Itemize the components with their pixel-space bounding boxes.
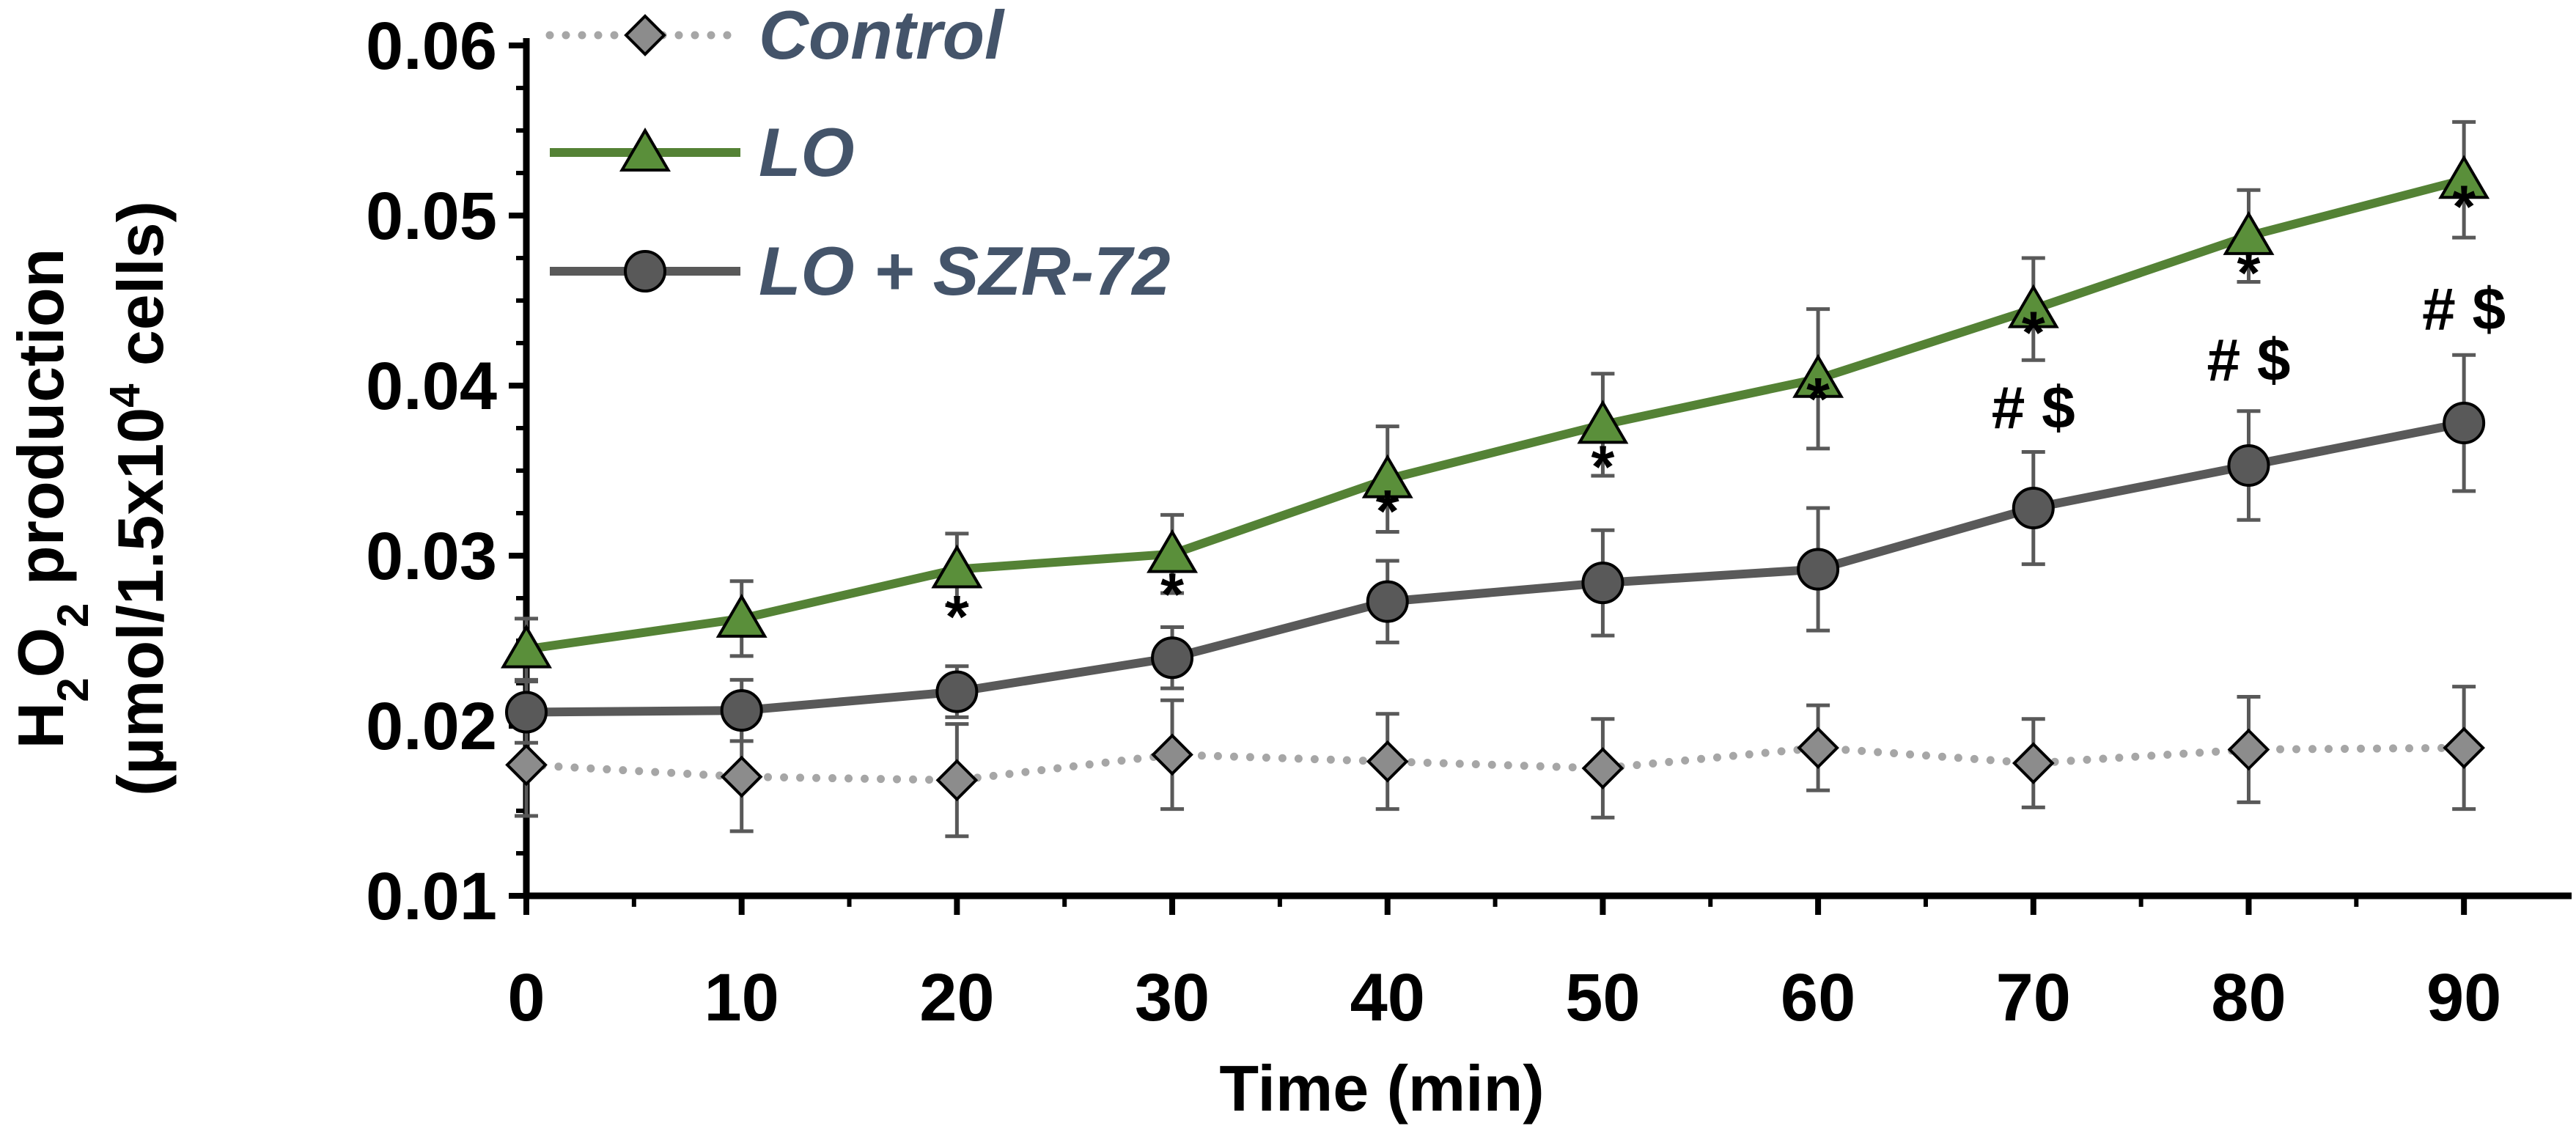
y-title-sub-2a: 2 xyxy=(48,677,97,702)
legend-item-lo-szr-72: LO + SZR-72 xyxy=(550,232,1171,309)
data-point xyxy=(1797,548,1840,591)
y-tick-label: 0.06 xyxy=(366,9,497,84)
data-point xyxy=(1151,636,1194,680)
legend-item-lo: LO xyxy=(550,114,855,191)
legend-marker xyxy=(619,128,671,172)
significance-asterisk: * xyxy=(1806,366,1830,433)
x-tick-label: 10 xyxy=(704,960,779,1035)
data-point xyxy=(2012,742,2055,784)
x-tick-label: 90 xyxy=(2426,960,2501,1035)
data-point xyxy=(720,689,763,732)
legend-marker xyxy=(624,250,666,292)
x-tick-label: 70 xyxy=(1996,960,2071,1035)
series-line xyxy=(526,419,2465,717)
y-title-h: H xyxy=(4,702,77,749)
significance-asterisk: * xyxy=(1591,434,1614,501)
y-axis-title-line2: (µmol/1.5x104 cells) xyxy=(101,201,177,796)
data-point xyxy=(715,593,768,638)
data-point xyxy=(1366,580,1409,623)
data-point xyxy=(1792,353,1844,398)
y-title-cells: cells) xyxy=(104,201,177,383)
x-tick-label: 20 xyxy=(919,960,994,1035)
significance-asterisk: * xyxy=(945,584,968,650)
series-lo-szr-72 xyxy=(505,353,2486,745)
legend-label: LO xyxy=(759,114,855,191)
y-tick-label: 0.02 xyxy=(366,689,497,764)
data-point xyxy=(1147,529,1199,573)
data-point xyxy=(1581,562,1624,605)
legend-label: LO + SZR-72 xyxy=(759,232,1171,309)
x-axis-title: Time (min) xyxy=(1219,1052,1544,1125)
significance-asterisk: * xyxy=(2022,300,2045,367)
y-title-sup-4: 4 xyxy=(101,384,149,408)
data-point xyxy=(931,544,983,589)
y-tick-label: 0.04 xyxy=(366,349,497,424)
legend-item-control: Control xyxy=(545,0,1005,73)
series-line xyxy=(526,175,2465,654)
series-layer xyxy=(501,119,2490,839)
significance-asterisk: * xyxy=(2237,240,2261,307)
y-title-o: O xyxy=(4,628,77,677)
significance-asterisk: * xyxy=(2452,174,2476,240)
x-tick-label: 50 xyxy=(1565,960,1640,1035)
data-point xyxy=(2443,402,2486,445)
x-tick-label: 0 xyxy=(507,960,545,1035)
data-point xyxy=(1366,740,1409,783)
legend: Control LO LO + SZR-72 xyxy=(545,0,1171,309)
annotations-layer: * * * * * * * * # $ # $ # $ xyxy=(945,174,2506,650)
data-point xyxy=(935,759,979,802)
y-tick-label: 0.05 xyxy=(366,179,497,254)
series-line xyxy=(522,743,2468,784)
data-point xyxy=(505,691,548,734)
data-point xyxy=(2007,284,2059,328)
significance-asterisk: * xyxy=(1376,479,1399,545)
data-point xyxy=(2443,726,2485,769)
data-point xyxy=(1797,726,1839,769)
data-point xyxy=(1361,454,1413,498)
data-point xyxy=(2227,444,2270,487)
y-title-sub-2b: 2 xyxy=(48,603,97,628)
y-tick-label: 0.01 xyxy=(366,859,497,934)
data-point xyxy=(2223,210,2275,255)
series-lo xyxy=(501,119,2490,682)
y-title-production: production xyxy=(4,249,77,603)
data-point xyxy=(505,743,548,787)
y-axis-title-line1: H2O2 production xyxy=(4,249,97,749)
x-tick-label: 40 xyxy=(1350,960,1425,1035)
x-tick-label: 60 xyxy=(1781,960,1855,1035)
data-point xyxy=(1581,747,1624,790)
data-point xyxy=(2438,155,2490,199)
significance-hash-dollar: # $ xyxy=(2422,276,2506,342)
x-tick-label: 30 xyxy=(1135,960,1210,1035)
data-point xyxy=(720,755,763,798)
data-point xyxy=(935,670,979,713)
significance-hash-dollar: # $ xyxy=(2207,327,2290,394)
x-tick-label: 80 xyxy=(2211,960,2286,1035)
legend-marker xyxy=(624,14,666,56)
axes: 0.01 0.02 0.03 0.04 0.05 0.06 0 10 20 30 40 50 60 70 8… xyxy=(366,9,2572,1035)
legend-label: Control xyxy=(759,0,1005,73)
series-control xyxy=(505,685,2485,839)
data-point xyxy=(2012,487,2055,530)
data-point xyxy=(501,624,552,669)
data-point xyxy=(1151,733,1193,776)
data-point xyxy=(1577,400,1629,444)
significance-asterisk: * xyxy=(1160,562,1184,628)
y-tick-label: 0.03 xyxy=(366,519,497,594)
data-point xyxy=(2227,728,2270,771)
y-title-units: (µmol/1.5x10 xyxy=(104,408,177,796)
y-axis-title: H2O2 production (µmol/1.5x104 cells) xyxy=(4,201,177,796)
significance-hash-dollar: # $ xyxy=(1992,375,2075,441)
